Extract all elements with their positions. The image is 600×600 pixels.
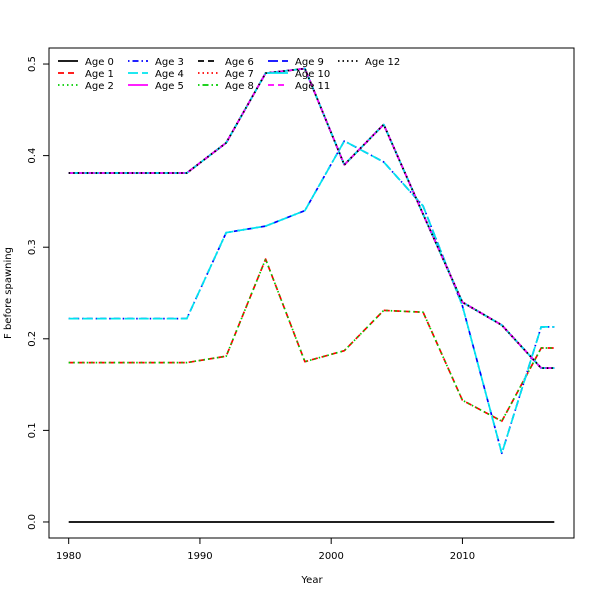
legend-label: Age 11 [295,81,330,92]
legend-label: Age 9 [295,57,324,68]
legend-label: Age 1 [85,69,114,80]
series-line-age-10 [68,67,555,369]
legend-label: Age 10 [295,69,330,80]
series-line-age-3 [68,140,555,455]
series-line-age-6 [68,67,555,369]
series-line-age-2 [68,258,555,423]
y-tick-label: 0.0 [27,514,38,530]
series-layer [68,67,555,523]
y-tick-label: 0.3 [27,239,38,255]
legend-label: Age 0 [85,57,114,68]
series-line-age-5 [68,67,555,369]
series-line-age-7 [68,67,555,369]
legend-label: Age 5 [155,81,184,92]
series-line-age-8 [68,67,555,369]
series-line-age-12 [68,67,555,369]
legend-label: Age 8 [225,81,254,92]
series-line-age-4 [68,140,555,455]
legend-label: Age 12 [365,57,400,68]
series-line-age-11 [68,67,555,369]
y-axis-label: F before spawning [3,247,14,339]
plot-frame [48,47,575,539]
y-tick-label: 0.4 [27,148,38,164]
legend-label: Age 2 [85,81,114,92]
x-axis-label: Year [300,575,323,586]
series-line-age-1 [68,258,555,423]
x-tick-label: 1980 [56,551,81,562]
series-line-age-9 [68,67,555,369]
y-tick-label: 0.5 [27,56,38,72]
legend-label: Age 4 [155,69,184,80]
legend-label: Age 6 [225,57,254,68]
y-axis: 0.0 0.1 0.2 0.3 0.4 0.5 [27,56,50,530]
legend-label: Age 7 [225,69,254,80]
x-axis: 1980 1990 2000 2010 [56,537,475,562]
y-tick-label: 0.1 [27,422,38,438]
x-tick-label: 1990 [187,551,212,562]
legend-label: Age 3 [155,57,184,68]
x-tick-label: 2000 [318,551,343,562]
y-tick-label: 0.2 [27,331,38,347]
x-tick-label: 2010 [450,551,475,562]
